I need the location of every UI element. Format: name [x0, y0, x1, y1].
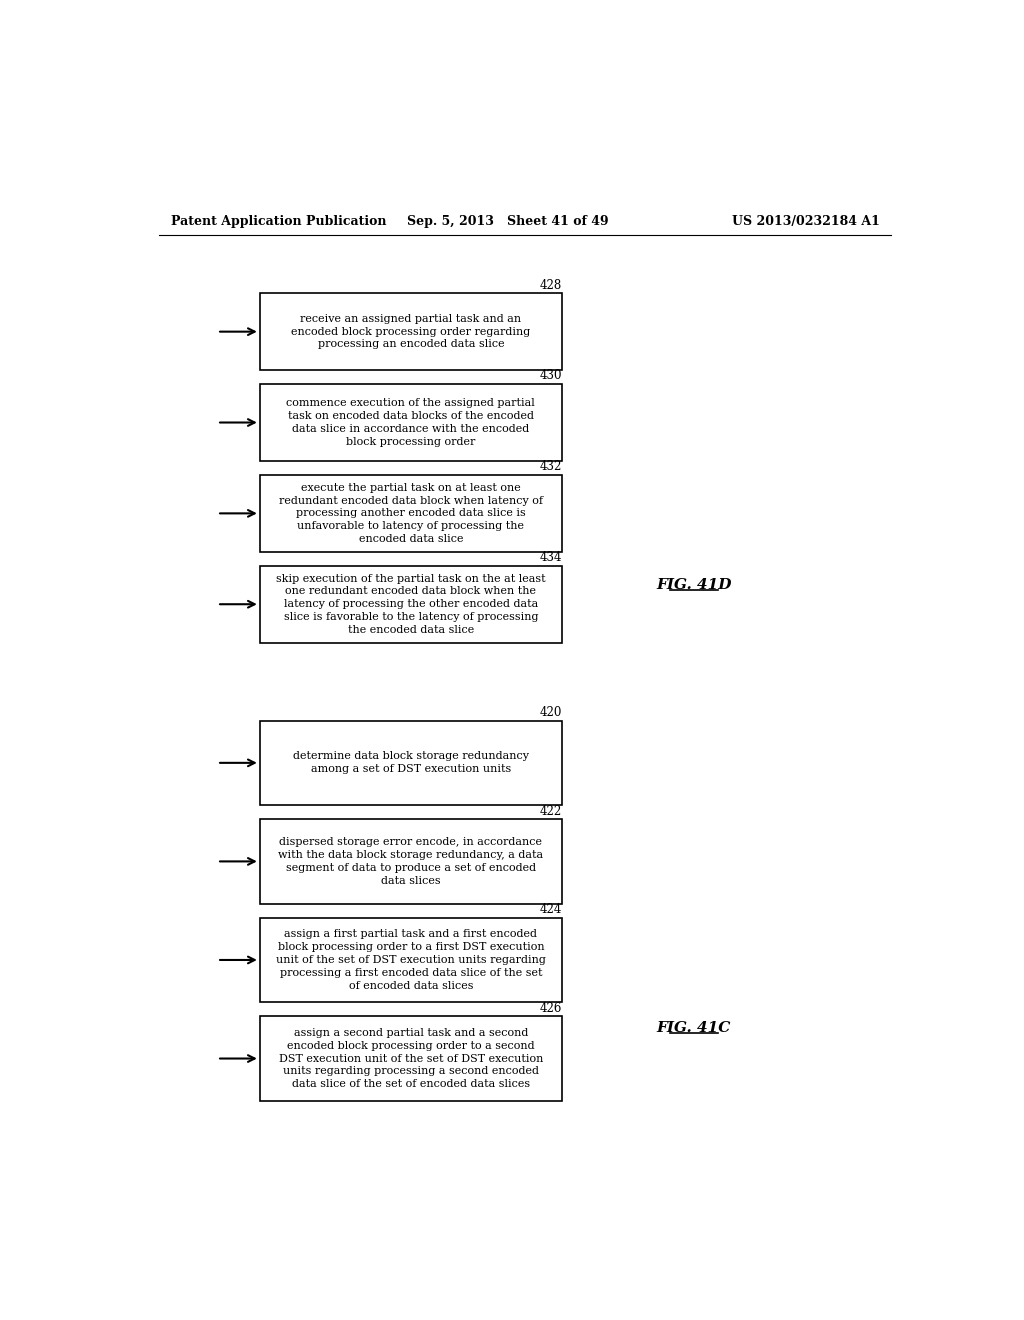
Text: determine data block storage redundancy
among a set of DST execution units: determine data block storage redundancy …	[293, 751, 528, 775]
Bar	[260, 917, 562, 1002]
Text: FIG. 41D: FIG. 41D	[656, 578, 731, 593]
Text: receive an assigned partial task and an
encoded block processing order regarding: receive an assigned partial task and an …	[291, 314, 530, 350]
Text: assign a second partial task and a second
encoded block processing order to a se: assign a second partial task and a secon…	[279, 1028, 543, 1089]
Text: assign a first partial task and a first encoded
block processing order to a firs: assign a first partial task and a first …	[275, 929, 546, 990]
Text: FIG. 41C: FIG. 41C	[656, 1020, 731, 1035]
Text: Patent Application Publication: Patent Application Publication	[171, 215, 386, 228]
Text: 434: 434	[540, 552, 562, 564]
Text: skip execution of the partial task on the at least
one redundant encoded data bl: skip execution of the partial task on th…	[276, 574, 546, 635]
Text: 422: 422	[540, 804, 562, 817]
Text: 420: 420	[540, 706, 562, 719]
Bar	[260, 566, 562, 643]
Text: 432: 432	[540, 461, 562, 474]
Bar	[260, 293, 562, 370]
Bar	[260, 475, 562, 552]
Text: 424: 424	[540, 903, 562, 916]
Text: execute the partial task on at least one
redundant encoded data block when laten: execute the partial task on at least one…	[279, 483, 543, 544]
Text: dispersed storage error encode, in accordance
with the data block storage redund: dispersed storage error encode, in accor…	[279, 837, 544, 886]
Bar	[260, 1016, 562, 1101]
Bar	[260, 384, 562, 461]
Text: 428: 428	[540, 279, 562, 292]
Text: 430: 430	[540, 370, 562, 383]
Text: commence execution of the assigned partial
task on encoded data blocks of the en: commence execution of the assigned parti…	[287, 399, 536, 446]
Bar	[260, 721, 562, 805]
Bar	[260, 818, 562, 904]
Text: US 2013/0232184 A1: US 2013/0232184 A1	[732, 215, 880, 228]
Text: Sep. 5, 2013   Sheet 41 of 49: Sep. 5, 2013 Sheet 41 of 49	[407, 215, 608, 228]
Text: 426: 426	[540, 1002, 562, 1015]
